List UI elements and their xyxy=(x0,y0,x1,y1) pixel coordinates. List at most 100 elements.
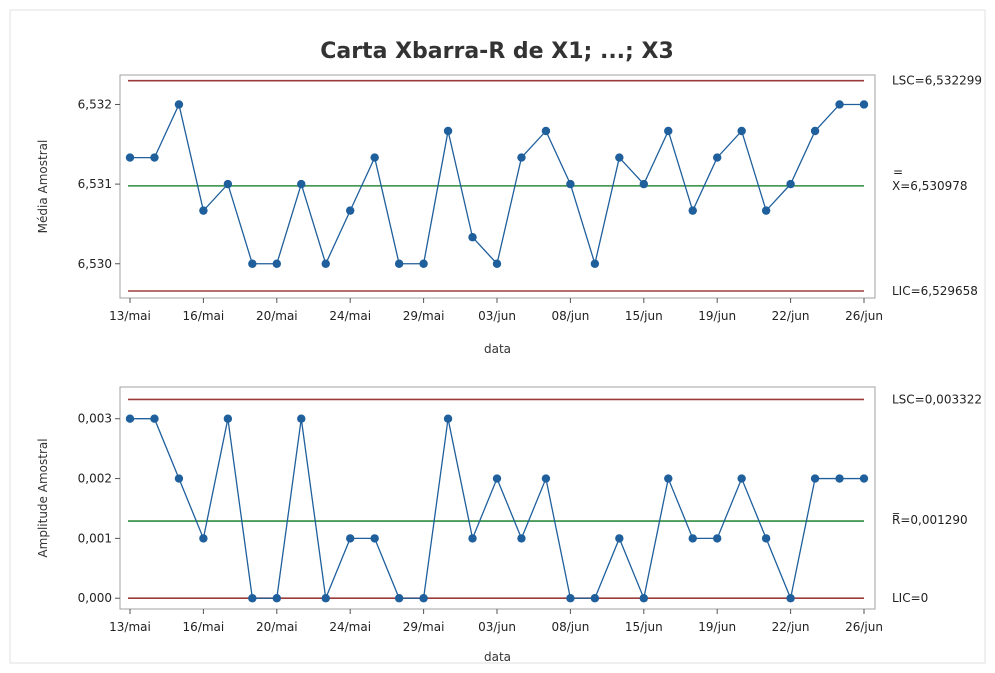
x-tick-label: 15/jun xyxy=(625,309,663,323)
xbar-data-point xyxy=(370,153,379,162)
x-tick-label: 22/jun xyxy=(772,309,810,323)
range-data-point xyxy=(713,534,722,543)
xbar-data-point xyxy=(761,206,771,215)
xbar-data-point xyxy=(468,233,477,242)
y-tick-label: 6,530 xyxy=(78,257,112,271)
x-tick-label: 20/mai xyxy=(256,309,298,323)
range-data-point xyxy=(761,534,771,543)
xbar-data-point xyxy=(810,126,820,136)
center-bar-symbol: = xyxy=(893,165,903,179)
x-axis-title: data xyxy=(484,342,511,356)
ucl-label: LSC=0,003322 xyxy=(892,392,982,406)
xbar-data-point xyxy=(199,206,208,215)
xbar-data-point xyxy=(859,100,869,109)
xbar-data-point xyxy=(419,259,428,268)
xbar-data-point xyxy=(223,179,233,189)
range-data-point xyxy=(786,594,795,603)
range-data-point xyxy=(590,594,600,603)
range-data-point xyxy=(419,594,428,603)
xbar-data-point xyxy=(566,179,575,189)
xbar-data-point xyxy=(664,126,673,136)
range-data-point xyxy=(468,534,477,543)
range-data-point xyxy=(517,534,526,543)
ucl-label: LSC=6,532299 xyxy=(892,74,982,88)
lcl-label: LIC=0 xyxy=(892,591,928,605)
xbar-data-point xyxy=(150,153,159,162)
range-data-point xyxy=(125,414,135,423)
xbar-panel: 6,530 6,531 6,532 13/mai 16/mai 20/mai 24/mai 2… xyxy=(36,74,982,356)
x-axis-title: data xyxy=(484,650,511,664)
xbar-data-point xyxy=(615,153,624,162)
x-tick-label: 15/jun xyxy=(625,620,663,634)
range-data-point xyxy=(639,594,648,603)
range-data-point xyxy=(370,534,379,543)
range-data-point xyxy=(737,474,746,483)
x-tick-label: 03/jun xyxy=(478,620,516,634)
range-data-point xyxy=(688,534,697,543)
xbar-data-point xyxy=(443,126,453,136)
range-panel: 0,000 0,001 0,002 0,003 13/mai 16/mai 20/mai 24… xyxy=(36,386,982,664)
xbar-data-point xyxy=(786,179,795,189)
range-data-point xyxy=(664,474,673,483)
x-tick-label: 16/mai xyxy=(183,620,225,634)
range-data-point xyxy=(492,474,502,483)
range-data-point xyxy=(150,414,159,423)
range-data-point xyxy=(394,594,404,603)
x-tick-label: 19/jun xyxy=(698,620,736,634)
chart-title: Carta Xbarra-R de X1; ...; X3 xyxy=(320,39,674,64)
x-tick-label: 13/mai xyxy=(109,309,151,323)
xbar-data-point xyxy=(492,259,502,268)
range-data-point xyxy=(223,414,233,423)
x-tick-label: 20/mai xyxy=(256,620,298,634)
x-tick-label: 24/mai xyxy=(329,620,371,634)
x-tick-label: 13/mai xyxy=(109,620,151,634)
xbar-data-point xyxy=(272,259,281,268)
xbar-data-point xyxy=(517,153,526,162)
x-tick-label: 22/jun xyxy=(772,620,810,634)
y-tick-label: 0,000 xyxy=(78,591,112,605)
range-data-point xyxy=(346,534,355,543)
range-data-point xyxy=(541,474,551,483)
x-tick-label: 08/jun xyxy=(551,620,589,634)
y-axis-title: Amplitude Amostral xyxy=(36,438,50,557)
center-label: R=0,001290 xyxy=(892,513,968,527)
xbar-data-point xyxy=(394,259,404,268)
xbar-data-point xyxy=(346,206,355,215)
xbar-data-point xyxy=(297,179,306,189)
xbar-data-point xyxy=(174,100,184,109)
center-bar-symbol: _ xyxy=(892,500,900,514)
range-data-point xyxy=(174,474,184,483)
center-label: X=6,530978 xyxy=(892,179,968,193)
range-data-point xyxy=(615,534,624,543)
xbar-data-point xyxy=(639,179,648,189)
xbar-data-point xyxy=(321,259,330,268)
range-data-point xyxy=(297,414,306,423)
xbar-data-point xyxy=(248,259,257,268)
range-data-point xyxy=(321,594,330,603)
range-data-point xyxy=(859,474,869,483)
y-axis-title: Média Amostral xyxy=(36,140,50,234)
xbar-data-point xyxy=(688,206,697,215)
x-tick-label: 29/mai xyxy=(403,309,445,323)
xbar-data-point xyxy=(737,126,746,136)
range-data-point xyxy=(566,594,575,603)
range-data-point xyxy=(199,534,208,543)
range-data-point xyxy=(835,474,844,483)
x-tick-label: 03/jun xyxy=(478,309,516,323)
x-tick-label: 19/jun xyxy=(698,309,736,323)
x-tick-label: 29/mai xyxy=(403,620,445,634)
lcl-label: LIC=6,529658 xyxy=(892,284,978,298)
range-data-point xyxy=(248,594,257,603)
xbar-data-point xyxy=(835,100,844,109)
x-tick-label: 08/jun xyxy=(551,309,589,323)
xbar-data-point xyxy=(541,126,551,136)
xbar-data-point xyxy=(713,153,722,162)
x-tick-label: 24/mai xyxy=(329,309,371,323)
y-tick-label: 0,001 xyxy=(78,531,112,545)
range-data-point xyxy=(272,594,281,603)
x-tick-label: 26/jun xyxy=(845,620,883,634)
xbar-data-point xyxy=(590,259,600,268)
range-data-point xyxy=(810,474,820,483)
